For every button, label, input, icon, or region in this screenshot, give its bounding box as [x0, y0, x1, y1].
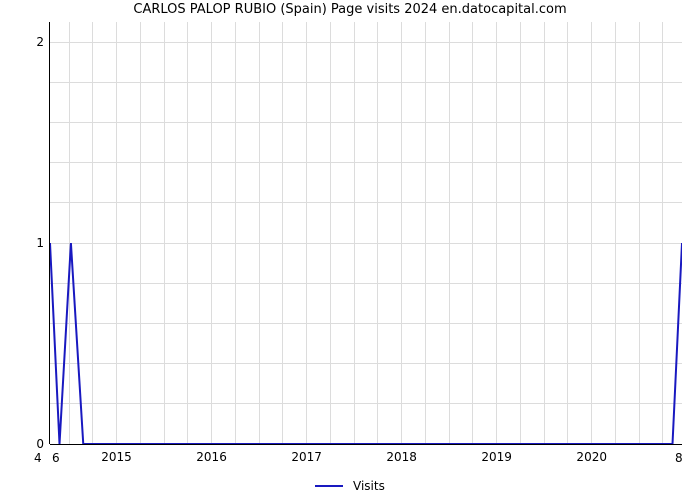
y-tick-label: 2	[36, 35, 44, 49]
legend-label: Visits	[353, 479, 385, 493]
chart-title: CARLOS PALOP RUBIO (Spain) Page visits 2…	[0, 2, 700, 17]
y-tick-label: 1	[36, 236, 44, 250]
x-tick-label: 2017	[291, 450, 322, 464]
x-tick-label: 2016	[196, 450, 227, 464]
plot-area: 201520162017201820192020012	[50, 22, 682, 444]
series-line	[50, 22, 682, 444]
legend-swatch	[315, 485, 343, 487]
legend: Visits	[0, 478, 700, 493]
x-axis-spine	[50, 444, 682, 445]
stray-number: 6	[52, 451, 60, 465]
stray-number: 4	[34, 451, 42, 465]
x-tick-label: 2020	[576, 450, 607, 464]
stray-number: 8	[675, 451, 683, 465]
x-tick-label: 2015	[101, 450, 132, 464]
y-tick-label: 0	[36, 437, 44, 451]
x-tick-label: 2018	[386, 450, 417, 464]
x-tick-label: 2019	[481, 450, 512, 464]
